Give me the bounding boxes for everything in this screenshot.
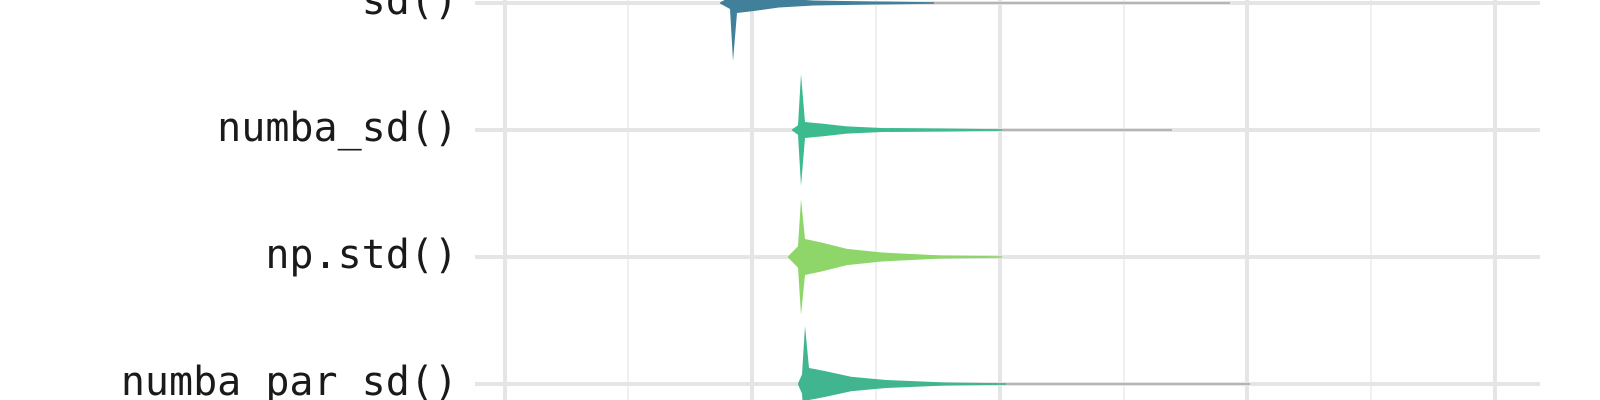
- violin: [720, 0, 934, 61]
- y-tick-label: sd(): [362, 0, 458, 24]
- grid: [503, 0, 1497, 400]
- y-tick-label: numba_par_sd(): [121, 359, 458, 400]
- violin: [792, 74, 1002, 186]
- y-tick-label: np.std(): [265, 232, 458, 278]
- violin: [788, 199, 1002, 315]
- violin: [798, 326, 1006, 400]
- y-tick-label: numba_sd(): [217, 105, 458, 151]
